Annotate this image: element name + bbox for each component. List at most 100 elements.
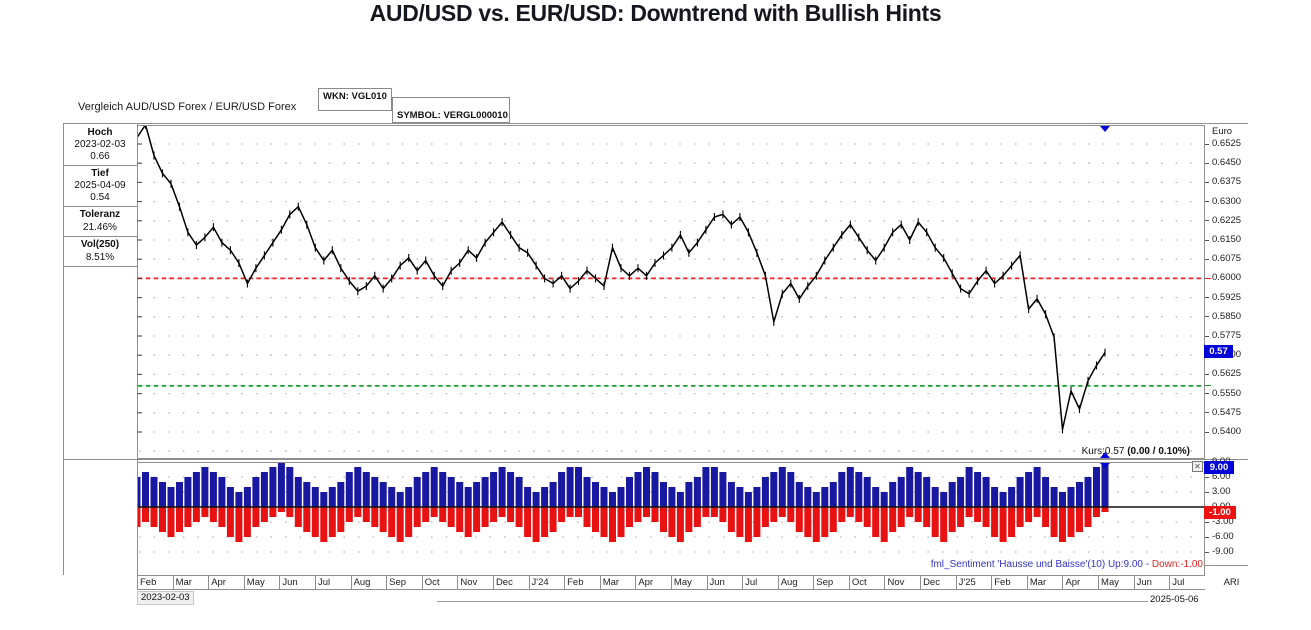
price-axis-tick-label: 0.6000 [1212,272,1242,283]
price-axis-tick-label: 0.6450 [1212,157,1242,168]
info-separator [63,206,137,207]
sentiment-up-badge: 9.00 [1204,461,1234,474]
month-cell: Feb [137,576,173,589]
month-cell: Jun [706,576,743,589]
sentiment-axis-tick [1205,477,1209,479]
sentiment-axis-tick-label: -6.00 [1212,531,1234,542]
sentiment-axis-tick-label: 6.00 [1212,471,1231,482]
sentiment-current-marker [1100,463,1110,468]
price-series [137,125,1106,431]
price-axis-tick-label: 0.5925 [1212,292,1242,303]
month-cell: Feb [564,576,600,589]
time-axis: Feb Mar Apr May Jun Jul Aug Sep Oct Nov Dec J'24 Feb… [137,575,1205,590]
sentiment-axis-tick-label: -9.00 [1212,546,1234,557]
current-bar-marker-bottom [1100,452,1110,458]
month-cell: Mar [1026,576,1063,589]
sentiment-caption: fml_Sentiment 'Hausse und Baisse'(10) Up… [931,559,1203,570]
sentiment-up-bars [137,462,1109,507]
tief-value: 0.54 [90,192,110,203]
month-cell: Jul [1169,576,1205,589]
info-separator [63,165,137,166]
frame-top-border [63,123,1248,124]
sentiment-caption-down: Down:-1.00 [1151,559,1203,570]
month-cell: Sep [386,576,422,589]
vol250-label: Vol(250) [80,239,120,250]
month-cell: Jun [1133,576,1170,589]
sentiment-caption-up: fml_Sentiment 'Hausse und Baisse'(10) Up… [930,559,1152,570]
price-axis-tick [1205,316,1209,318]
month-cell: Mar [172,576,209,589]
month-cell: J'25 [955,576,992,589]
price-axis-tick [1205,182,1209,184]
page-title: AUD/USD vs. EUR/USD: Downtrend with Bull… [369,0,942,26]
month-cell: Aug [350,576,387,589]
price-axis-tick [1205,163,1209,165]
info-separator [63,236,137,237]
kurs-change: (0.00 / 0.10%) [1127,446,1190,457]
month-cell: Nov [884,576,920,589]
end-date-label: 2025-05-06 [1150,594,1199,605]
price-axis-tick [1205,220,1209,222]
price-axis-title: Euro [1212,126,1233,137]
month-cell: Dec [920,576,956,589]
month-cell: Oct [421,576,458,589]
price-axis-tick-label: 0.6300 [1212,196,1242,207]
price-axis-tick [1205,297,1209,299]
month-cell: May [243,576,280,589]
month-cell: Jul [742,576,778,589]
month-cell: May [1098,576,1134,589]
price-axis-tick [1205,201,1209,203]
indicator-checkbox-icon[interactable]: ✕ [1192,461,1203,472]
hoch-label: Hoch [87,127,113,138]
month-cell: Dec [492,576,529,589]
price-axis-tick [1205,393,1209,395]
month-cell: Apr [635,576,671,589]
vol250-value: 8.51% [85,252,115,263]
hoch-date: 2023-02-03 [74,139,126,150]
sentiment-axis-tick [1205,522,1209,524]
price-axis-tick [1205,432,1209,434]
price-axis-tick-label: 0.6225 [1212,215,1242,226]
watermark-label: ARI [1223,577,1240,588]
price-axis-tick-label: 0.5850 [1212,311,1242,322]
horizontal-scrollbar[interactable] [437,601,1148,602]
price-chart-canvas[interactable] [137,125,1205,459]
sentiment-axis-tick [1205,552,1209,554]
support-axis-tick [1205,385,1211,387]
price-axis-tick [1205,278,1211,280]
month-cell: Apr [1062,576,1098,589]
sentiment-axis-tick [1205,537,1209,539]
month-cell: Apr [208,576,244,589]
sentiment-down-bars [137,507,1109,542]
month-cell: Oct [848,576,885,589]
price-axis-tick [1205,240,1209,242]
left-axis-ticks [137,143,142,433]
grid-lines [139,143,1203,452]
month-cell: Sep [813,576,849,589]
symbol-box: SYMBOL: VERGL000010 [392,97,510,123]
kurs-value: Kurs:0.57 [1081,446,1128,457]
sentiment-chart-canvas[interactable] [137,462,1205,575]
price-axis-tick [1205,412,1209,414]
price-axis-tick-label: 0.6525 [1212,138,1242,149]
price-axis-tick [1205,336,1209,338]
price-axis-tick [1205,144,1209,146]
toleranz-value: 21.46% [83,222,117,233]
price-axis-tick-label: 0.5400 [1212,426,1242,437]
wkn-box: WKN: VGL010 [318,88,392,111]
price-axis-tick [1205,259,1209,261]
price-axis-tick-label: 0.5550 [1212,388,1242,399]
current-bar-marker-top [1100,126,1110,132]
month-cell: Feb [991,576,1027,589]
last-price-badge: 0.57 [1204,345,1233,358]
month-cell: Mar [599,576,636,589]
price-axis-tick-label: 0.5625 [1212,368,1242,379]
month-cell: Jul [314,576,351,589]
tief-date: 2025-04-09 [74,180,126,191]
price-axis-tick-label: 0.6150 [1212,234,1242,245]
frame-left-border [63,123,64,575]
price-axis-tick-label: 0.5775 [1212,330,1242,341]
month-cell: Nov [457,576,493,589]
price-axis-tick [1205,374,1209,376]
